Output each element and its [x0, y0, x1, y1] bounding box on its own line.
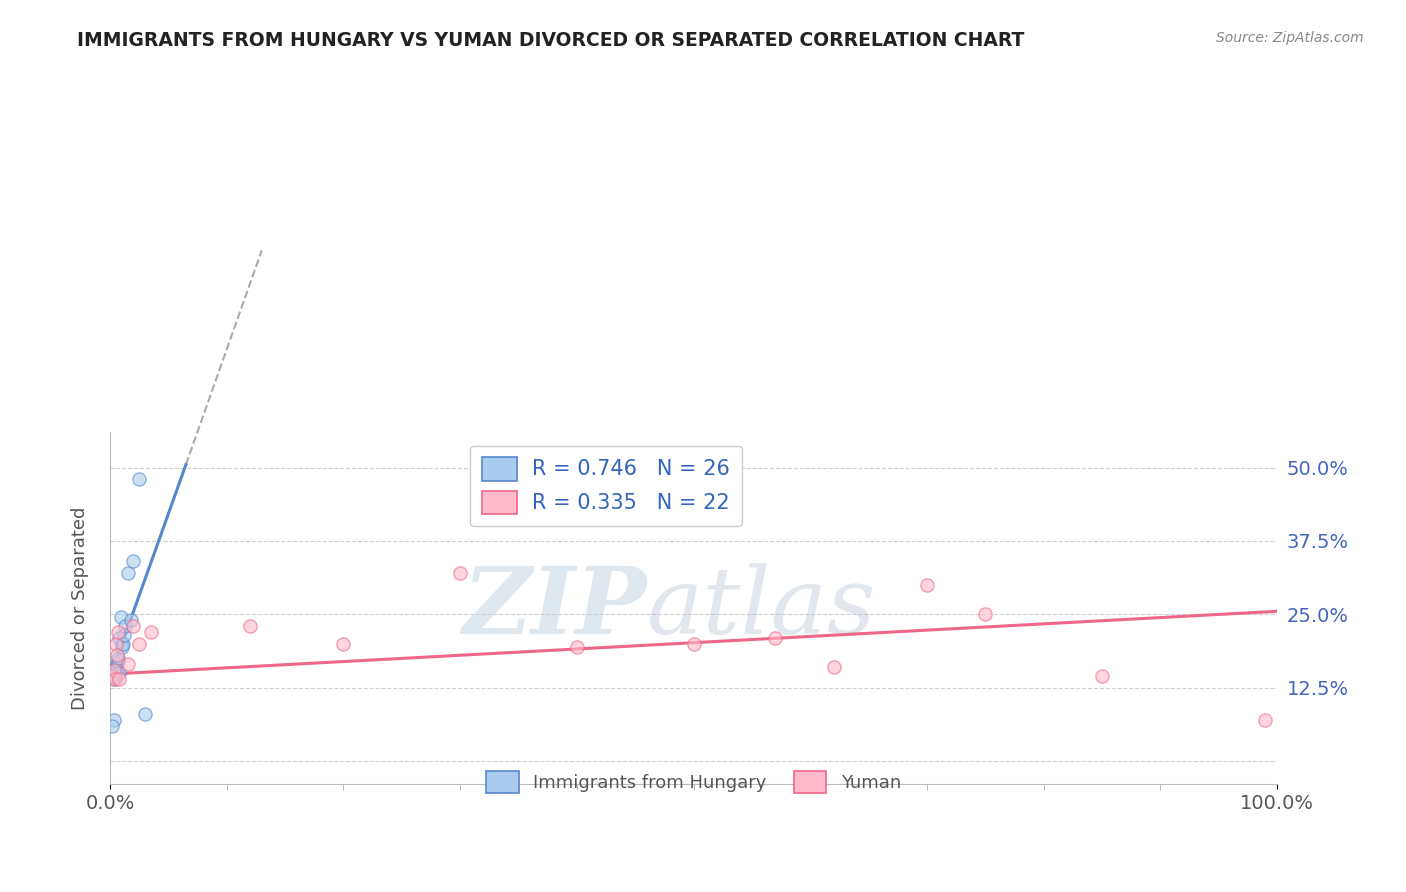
Point: [104, 672, 127, 686]
Point: [682, 637, 704, 651]
Point: [107, 624, 129, 639]
Text: ZIP: ZIP: [463, 564, 647, 653]
Point: [105, 648, 128, 663]
Point: [104, 665, 127, 680]
Point: [974, 607, 997, 622]
Point: [763, 631, 786, 645]
Point: [915, 578, 938, 592]
Point: [108, 631, 131, 645]
Point: [239, 619, 262, 633]
Point: [128, 472, 150, 486]
Point: [104, 637, 127, 651]
Point: [105, 657, 128, 672]
Point: [1091, 669, 1114, 683]
Text: IMMIGRANTS FROM HUNGARY VS YUMAN DIVORCED OR SEPARATED CORRELATION CHART: IMMIGRANTS FROM HUNGARY VS YUMAN DIVORCE…: [77, 31, 1025, 50]
Point: [122, 619, 145, 633]
Point: [101, 669, 124, 683]
Point: [108, 672, 131, 686]
Point: [332, 637, 354, 651]
Point: [1254, 713, 1277, 727]
Point: [139, 624, 162, 639]
Point: [823, 660, 845, 674]
Point: [107, 654, 129, 668]
Point: [101, 669, 124, 683]
Point: [565, 640, 588, 654]
Point: [120, 613, 142, 627]
Point: [104, 663, 127, 677]
Point: [449, 566, 471, 581]
Point: [128, 637, 150, 651]
Point: [105, 663, 128, 677]
Point: [104, 660, 127, 674]
Point: [117, 566, 139, 581]
Point: [117, 657, 139, 672]
Point: [134, 706, 156, 721]
Text: Source: ZipAtlas.com: Source: ZipAtlas.com: [1216, 31, 1364, 45]
Point: [112, 628, 135, 642]
Point: [101, 719, 124, 733]
Point: [111, 637, 134, 651]
Point: [103, 672, 125, 686]
Point: [104, 669, 127, 683]
Point: [110, 610, 132, 624]
Point: [103, 713, 125, 727]
Point: [111, 637, 134, 651]
Point: [111, 640, 134, 654]
Legend: Immigrants from Hungary, Yuman: Immigrants from Hungary, Yuman: [479, 764, 908, 800]
Point: [108, 665, 131, 680]
Point: [107, 651, 129, 665]
Point: [103, 663, 125, 677]
Point: [122, 554, 145, 568]
Point: [114, 619, 136, 633]
Point: [103, 665, 125, 680]
Y-axis label: Divorced or Separated: Divorced or Separated: [72, 507, 89, 710]
Text: atlas: atlas: [647, 564, 876, 653]
